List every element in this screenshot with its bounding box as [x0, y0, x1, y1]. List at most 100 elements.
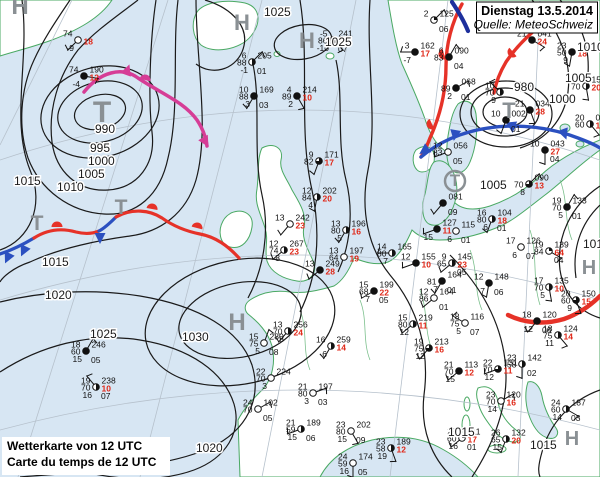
cloud-cover-fill [439, 199, 447, 207]
pressure-center-t: T [443, 169, 467, 193]
station-value: 5 [456, 326, 461, 336]
cloud-cover-fill [525, 180, 533, 188]
station-value-red: 14 [337, 343, 347, 353]
isobar-label: 995 [90, 141, 110, 155]
station-value: 83 [434, 53, 444, 63]
front-line [449, 0, 471, 34]
wind-barb-tick [467, 80, 471, 87]
station-value: 84 [534, 247, 544, 257]
isobar-label: 1010 [57, 180, 84, 194]
station-value: 59 [338, 459, 348, 469]
station-value: 23 [507, 353, 517, 363]
cloud-cover-fill [252, 58, 256, 66]
station-value: 80 [331, 226, 341, 236]
wind-barb-tick [400, 46, 404, 53]
station-value: 68 [359, 287, 369, 297]
station-value: 15 [446, 374, 456, 384]
station-value: 187 [572, 398, 586, 408]
wind-barb-tick [489, 78, 496, 83]
station-value-red: 11 [443, 226, 452, 236]
cloud-cover-symbol [349, 459, 357, 467]
station-value: 15 [493, 442, 503, 452]
isobar-label: 1000 [88, 154, 115, 168]
caption-de: Wetterkarte von 12 UTC [7, 439, 142, 453]
station-value: 70 [486, 397, 496, 407]
sea-inlet [319, 436, 479, 477]
landmass [219, 210, 253, 249]
station-value: 2 [447, 91, 452, 101]
station-value-red: 23 [458, 260, 468, 270]
wind-barb-tick [593, 134, 600, 138]
front-warm [32, 221, 101, 240]
station-value: 197 [319, 382, 333, 392]
station-value: 125 [440, 9, 454, 19]
station-value-red: 10 [303, 93, 313, 103]
station-value: 04 [554, 255, 564, 265]
pressure-center-h: H [582, 257, 596, 279]
isobar-label: 1015 [583, 237, 600, 251]
isobar [73, 93, 127, 131]
wind-barb-tick [270, 253, 274, 260]
station-value: 150 [582, 289, 596, 299]
station-value-red: 23 [296, 221, 306, 231]
station-value: 01 [461, 92, 471, 102]
station-value: 75 [543, 331, 553, 341]
grid-line [0, 109, 600, 161]
wind-barb-tick [399, 327, 403, 334]
station-value: 13 [331, 219, 341, 229]
station-value: 70 [243, 405, 253, 415]
station-value-red: 64 [555, 248, 565, 258]
grid-line [139, 0, 263, 477]
cloud-cover-fill [413, 320, 417, 328]
station-value: 74 [63, 29, 73, 39]
wind-barb-tick [94, 78, 99, 85]
station-value: 05 [457, 267, 467, 277]
station-value: 7 [365, 294, 370, 304]
cloud-cover-fill [392, 249, 396, 257]
station-value: 01 [257, 66, 267, 76]
front-line [82, 70, 209, 148]
cloud-cover-symbol [286, 220, 294, 228]
station-value: 219 [419, 313, 433, 323]
station-value: 70 [571, 82, 581, 92]
cloud-cover-fill [433, 225, 441, 233]
landmass [325, 52, 335, 60]
isobar-label: 1025 [90, 327, 117, 341]
cloud-cover-symbol [430, 294, 438, 302]
station-value: 202 [323, 186, 337, 196]
station-value: 50 [557, 48, 567, 58]
station-value: 15 [359, 280, 369, 290]
pressure-center-t: T [502, 98, 516, 123]
isobar-label: 1020 [196, 441, 223, 455]
station-value: 23 [336, 420, 346, 430]
wind-barb-tick [516, 375, 523, 379]
station-value: 15 [398, 313, 408, 323]
station-value: 12 [302, 186, 312, 196]
wind-barb-tick [452, 311, 458, 317]
station-value: 090 [535, 173, 549, 183]
station-value: 18 [543, 324, 553, 334]
cloud-cover-fill [452, 84, 460, 92]
wind-barb-tick [545, 299, 552, 302]
station-value: 189 [397, 437, 411, 447]
front-triangle [557, 127, 568, 140]
station-plot: 12 7 148 06 [474, 272, 509, 298]
station-value: 224 [277, 367, 291, 377]
station-value: 10 [485, 81, 495, 91]
station-value: 89 [282, 92, 292, 102]
isobar [538, 389, 600, 477]
station-value: 111 [468, 427, 481, 437]
station-value: 06 [542, 325, 552, 335]
landmass [273, 51, 281, 57]
cloud-cover-fill [434, 16, 438, 20]
station-value: 70 [534, 283, 544, 293]
wind-barb-tick [416, 353, 421, 360]
station-value: 12 [524, 324, 534, 334]
cloud-cover-fill [391, 444, 395, 452]
station-value: 12 [400, 327, 410, 337]
